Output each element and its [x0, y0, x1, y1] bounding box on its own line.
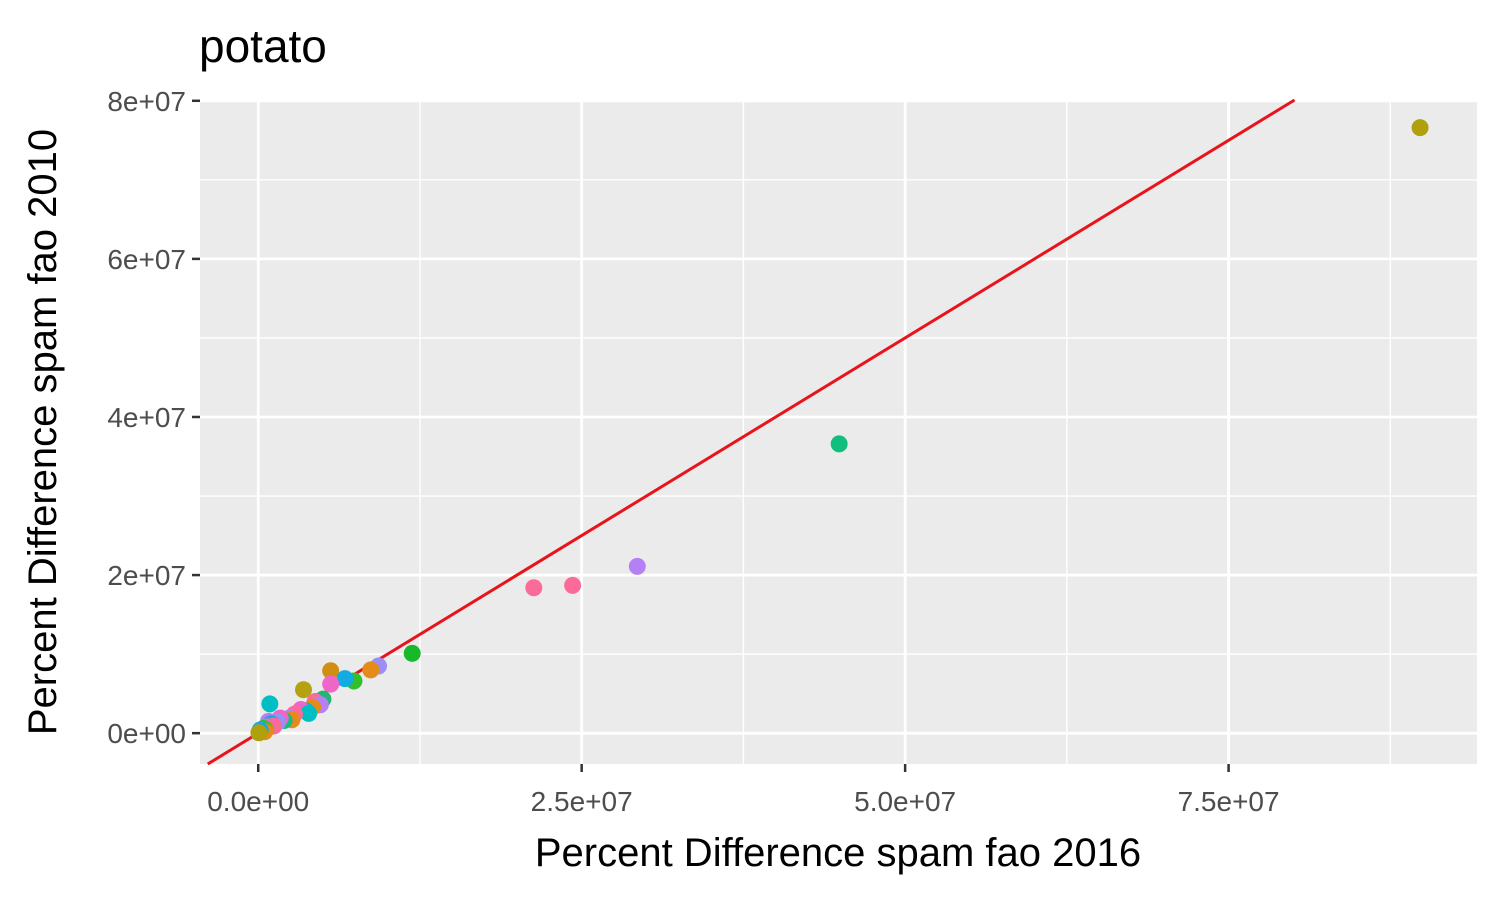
data-points	[250, 119, 1429, 742]
data-point	[261, 695, 279, 713]
data-point	[525, 579, 543, 597]
x-axis-title: Percent Difference spam fao 2016	[535, 831, 1141, 875]
x-axis: 0.0e+00 2.5e+07 5.0e+07 7.5e+07	[207, 764, 1280, 817]
major-gridlines	[200, 99, 1477, 764]
data-point	[322, 662, 340, 680]
y-tick-label: 2e+07	[107, 560, 186, 591]
data-point	[403, 644, 421, 662]
data-point	[336, 670, 354, 688]
data-point	[1411, 119, 1429, 137]
data-point	[295, 681, 313, 699]
x-tick-label: 0.0e+00	[207, 786, 309, 817]
data-point	[362, 661, 380, 679]
data-point	[250, 724, 268, 742]
x-tick-label: 7.5e+07	[1178, 786, 1280, 817]
y-tick-label: 6e+07	[107, 244, 186, 275]
chart-title: potato	[199, 20, 327, 72]
data-point	[564, 576, 582, 594]
data-point	[628, 557, 646, 575]
y-tick-label: 0e+00	[107, 718, 186, 749]
data-point	[322, 675, 340, 693]
y-axis: 0e+00 2e+07 4e+07 6e+07 8e+07	[107, 86, 200, 749]
x-tick-label: 5.0e+07	[854, 786, 956, 817]
data-point	[300, 704, 318, 722]
data-point	[830, 435, 848, 453]
plot-panel	[200, 100, 1477, 764]
y-tick-label: 8e+07	[107, 86, 186, 117]
y-tick-label: 4e+07	[107, 402, 186, 433]
reference-line	[206, 98, 1296, 766]
x-tick-label: 2.5e+07	[531, 786, 633, 817]
y-axis-title: Percent Difference spam fao 2010	[21, 129, 65, 735]
